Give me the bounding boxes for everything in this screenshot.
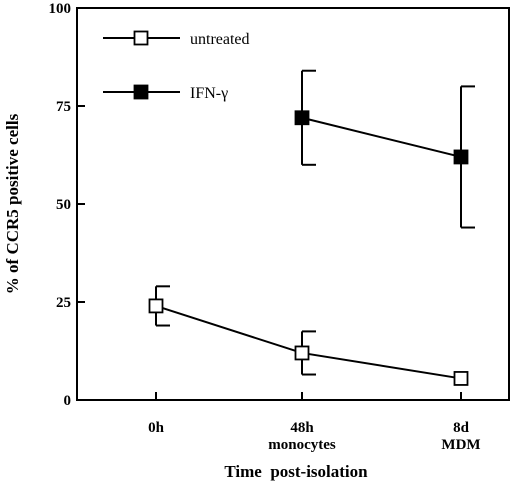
y-tick-label: 100	[49, 1, 72, 17]
x-tick-label: 8d	[453, 420, 470, 436]
x-axis-title: Time post-isolation	[224, 462, 368, 481]
y-axis-title: % of CCR5 positive cells	[3, 113, 22, 294]
legend-marker	[133, 84, 149, 100]
x-tick-label: 48h	[290, 420, 314, 436]
data-point	[294, 110, 310, 126]
series-untreated	[148, 285, 469, 386]
series-ifn-gamma	[294, 69, 475, 229]
y-tick-label: 25	[56, 295, 71, 311]
series-line	[155, 304, 462, 380]
data-point	[148, 298, 164, 314]
x-tick-sublabel: MDM	[441, 437, 480, 453]
series-line	[301, 116, 462, 158]
y-tick-label: 50	[56, 197, 71, 213]
x-tick-label: 0h	[148, 420, 165, 436]
data-point	[453, 371, 469, 386]
data-point	[453, 149, 469, 165]
x-tick-sublabel: monocytes	[268, 437, 336, 453]
legend-marker	[133, 30, 149, 46]
plot-frame	[76, 7, 510, 401]
y-axis: 0 25 50 75 100	[49, 1, 85, 409]
y-tick-label: 75	[56, 99, 71, 115]
data-point	[294, 345, 310, 361]
legend-label: untreated	[190, 31, 250, 48]
series-layer	[148, 69, 475, 386]
y-tick-label: 0	[64, 393, 72, 409]
legend-label: IFN-γ	[190, 85, 228, 102]
legend: untreated IFN-γ	[103, 30, 250, 102]
